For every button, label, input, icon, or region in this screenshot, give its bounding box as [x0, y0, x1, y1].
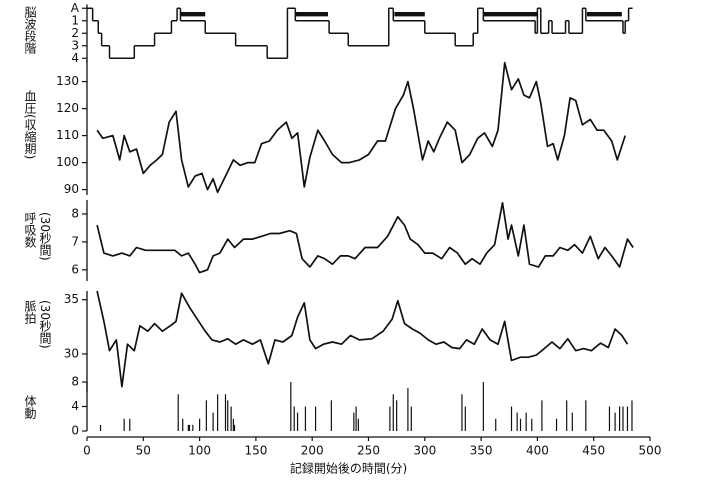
- x-tick-label: 150: [244, 444, 267, 458]
- y-tick-label: 1: [71, 13, 79, 27]
- rem-bar: [295, 12, 328, 17]
- rem-bar: [394, 12, 425, 17]
- y-tick-label: 110: [56, 128, 79, 142]
- x-tick-label: 0: [83, 444, 91, 458]
- y-tick-label: A: [71, 1, 80, 15]
- y-axis-label: 脳波段階: [23, 6, 37, 55]
- data-line: [96, 61, 627, 194]
- y-axis-label: 呼吸数: [23, 212, 37, 249]
- y-tick-label: 2: [71, 26, 79, 40]
- x-tick-label: 500: [639, 444, 662, 458]
- data-line: [96, 201, 634, 274]
- y-tick-label: 30: [64, 346, 79, 360]
- data-line: [96, 290, 629, 388]
- x-tick-label: 100: [188, 444, 211, 458]
- y-tick-label: 7: [71, 234, 79, 248]
- y-tick-label: 90: [64, 182, 79, 196]
- y-tick-label: 3: [71, 38, 79, 52]
- y-tick-label: 120: [56, 101, 79, 115]
- rem-bar: [483, 12, 538, 17]
- y-tick-label: 4: [71, 399, 79, 413]
- x-tick-label: 450: [582, 444, 605, 458]
- y-tick-label: 6: [71, 262, 79, 276]
- y-tick-label: 4: [71, 51, 79, 65]
- y-tick-label: 8: [71, 375, 79, 389]
- y-tick-label: 8: [71, 206, 79, 220]
- y-axis-label: (30秒間): [38, 212, 52, 261]
- rem-bar: [586, 12, 622, 17]
- y-tick-label: 100: [56, 155, 79, 169]
- y-axis-label: 体動: [23, 395, 37, 419]
- y-axis-label: 血圧(収縮期): [23, 90, 37, 160]
- y-axis-label: (30秒間): [38, 300, 52, 349]
- y-tick-label: 35: [64, 292, 79, 306]
- x-axis-label: 記録開始後の時間(分): [290, 461, 407, 476]
- x-tick-label: 250: [357, 444, 380, 458]
- y-tick-label: 130: [56, 74, 79, 88]
- y-axis-label: 脈拍: [23, 300, 37, 325]
- x-tick-label: 350: [470, 444, 493, 458]
- x-tick-label: 400: [526, 444, 549, 458]
- x-tick-label: 50: [136, 444, 151, 458]
- rem-bar: [180, 12, 206, 17]
- x-tick-label: 200: [301, 444, 324, 458]
- x-tick-label: 300: [413, 444, 436, 458]
- y-tick-label: 0: [71, 424, 79, 438]
